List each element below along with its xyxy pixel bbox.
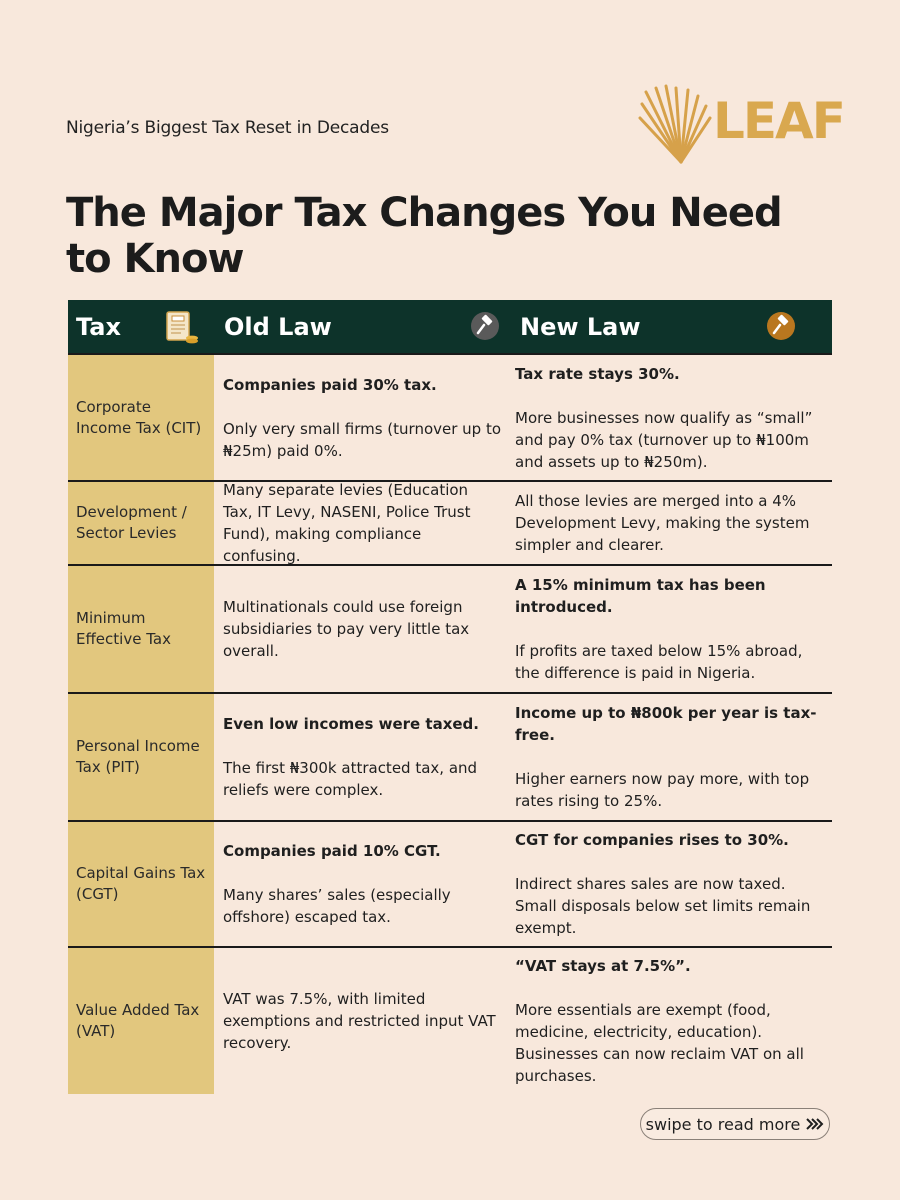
swipe-to-read-more-button[interactable]: swipe to read more [640,1108,830,1140]
new-law-detail: More essentials are exempt (food, medici… [515,1001,804,1085]
new-law-detail: Indirect shares sales are now taxed. Sma… [515,875,811,937]
old-law-cell: Companies paid 10% CGT. Many shares’ sal… [214,822,510,946]
tax-document-icon [166,311,198,344]
new-law-headline: CGT for companies rises to 30%. [515,831,789,849]
chevrons-right-icon [806,1118,824,1130]
new-law-cell: CGT for companies rises to 30%. Indirect… [510,822,832,946]
column-header-new-law: New Law [510,300,832,353]
logo-text: LEAF [713,92,846,150]
new-law-detail: If profits are taxed below 15% abroad, t… [515,642,803,682]
gavel-icon [767,312,795,340]
table-row: Development / Sector Levies Many separat… [68,480,832,565]
table-header: Tax Old Law New Law [68,300,832,353]
table-row: Minimum Effective Tax Multinationals cou… [68,564,832,692]
table-row: Corporate Income Tax (CIT) Companies pai… [68,353,832,480]
new-law-cell: Income up to ₦800k per year is tax-free.… [510,694,832,820]
column-header-old-law: Old Law [214,300,510,353]
new-law-headline: Tax rate stays 30%. [515,364,680,383]
old-law-detail: Only very small firms (turnover up to ₦2… [223,419,502,460]
table-row: Capital Gains Tax (CGT) Companies paid 1… [68,820,832,946]
old-law-detail: VAT was 7.5%, with limited exemptions an… [223,990,496,1052]
column-header-tax: Tax [68,300,214,353]
old-law-headline: Companies paid 30% tax. [223,375,437,394]
old-law-detail: Many shares’ sales (especially offshore)… [223,886,451,926]
subtitle: Nigeria’s Biggest Tax Reset in Decades [66,118,389,138]
column-header-label: New Law [520,312,641,341]
new-law-cell: A 15% minimum tax has been introduced. I… [510,566,832,692]
old-law-cell: Multinationals could use foreign subsidi… [214,566,510,692]
tax-name: Personal Income Tax (PIT) [68,694,214,820]
page-title: The Major Tax Changes You Need to Know [66,190,783,282]
swipe-label: swipe to read more [645,1114,801,1134]
tax-name: Value Added Tax (VAT) [68,948,214,1094]
new-law-detail: All those levies are merged into a 4% De… [515,492,810,554]
tax-comparison-table: Tax Old Law New Law [68,300,832,1094]
tax-name: Development / Sector Levies [68,482,214,564]
old-law-detail: The first ₦300k attracted tax, and relie… [223,759,478,799]
tax-name: Capital Gains Tax (CGT) [68,822,214,946]
old-law-cell: Many separate levies (Education Tax, IT … [214,481,510,565]
new-law-cell: All those levies are merged into a 4% De… [510,482,832,564]
leaf-logo-icon [638,84,712,164]
new-law-cell: “VAT stays at 7.5%”. More essentials are… [510,948,832,1094]
column-header-label: Old Law [224,312,332,341]
new-law-detail: Higher earners now pay more, with top ra… [515,770,810,810]
new-law-headline: “VAT stays at 7.5%”. [515,957,691,975]
new-law-detail: More businesses now qualify as “small” a… [515,408,813,471]
old-law-cell: Even low incomes were taxed. The first ₦… [214,694,510,820]
old-law-detail: Many separate levies (Education Tax, IT … [223,481,471,565]
tax-name: Corporate Income Tax (CIT) [68,355,214,480]
gavel-icon [471,312,499,340]
column-header-label: Tax [76,312,121,341]
tax-name: Minimum Effective Tax [68,566,214,692]
new-law-cell: Tax rate stays 30%. More businesses now … [510,355,832,480]
old-law-headline: Companies paid 10% CGT. [223,842,441,860]
old-law-headline: Even low incomes were taxed. [223,715,479,733]
old-law-detail: Multinationals could use foreign subsidi… [223,598,470,660]
table-row: Value Added Tax (VAT) VAT was 7.5%, with… [68,946,832,1094]
new-law-headline: Income up to ₦800k per year is tax-free. [515,704,817,744]
old-law-cell: Companies paid 30% tax. Only very small … [214,355,510,480]
new-law-headline: A 15% minimum tax has been introduced. [515,576,766,616]
old-law-cell: VAT was 7.5%, with limited exemptions an… [214,948,510,1094]
table-row: Personal Income Tax (PIT) Even low incom… [68,692,832,820]
